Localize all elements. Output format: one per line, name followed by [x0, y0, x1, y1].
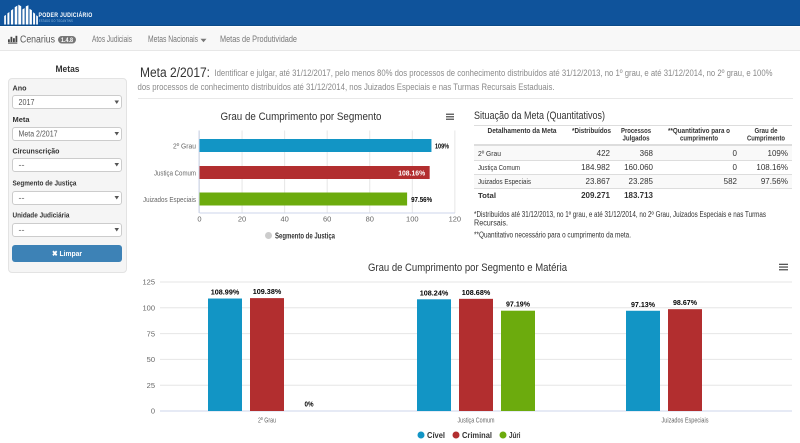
svg-text:109.38%: 109.38% — [253, 287, 282, 296]
svg-text:ESTADO DO TOCANTINS: ESTADO DO TOCANTINS — [39, 19, 73, 23]
svg-text:Juizados Especiais: Juizados Especiais — [662, 416, 709, 425]
svg-text:--: -- — [19, 193, 25, 202]
svg-text:100: 100 — [406, 215, 419, 224]
svg-text:100: 100 — [142, 304, 155, 313]
svg-text:Recursais.: Recursais. — [474, 219, 508, 228]
svg-text:Juizados Especiais: Juizados Especiais — [143, 195, 196, 204]
svg-text:60: 60 — [323, 215, 331, 224]
svg-text:Segmento de Justiça: Segmento de Justiça — [13, 179, 78, 188]
svg-text:Situação da Meta (Quantitativo: Situação da Meta (Quantitativos) — [474, 110, 605, 122]
svg-text:368: 368 — [640, 149, 654, 158]
svg-text:97.13%: 97.13% — [631, 300, 655, 309]
svg-text:2017: 2017 — [19, 98, 35, 107]
svg-text:**Quantitativo necessário para: **Quantitativo necessário para o cumprim… — [474, 231, 631, 240]
svg-text:0%: 0% — [305, 400, 314, 409]
svg-text:98.67%: 98.67% — [673, 298, 697, 307]
svg-text:Júri: Júri — [509, 431, 521, 440]
svg-text:--: -- — [19, 160, 25, 169]
svg-text:dos processos de conhecimento: dos processos de conhecimento distribuíd… — [138, 82, 555, 93]
svg-text:40: 40 — [280, 215, 288, 224]
svg-text:2º Grau: 2º Grau — [173, 142, 196, 151]
svg-text:Metas Nacionais: Metas Nacionais — [148, 34, 198, 44]
svg-text:109%: 109% — [768, 149, 788, 158]
svg-text:1.4.8: 1.4.8 — [61, 37, 73, 44]
svg-text:2º Grau: 2º Grau — [258, 416, 276, 425]
svg-text:422: 422 — [597, 149, 611, 158]
svg-text:0: 0 — [197, 215, 201, 224]
svg-text:20: 20 — [238, 215, 246, 224]
svg-text:97.19%: 97.19% — [506, 300, 530, 309]
svg-text:Grau de: Grau de — [755, 128, 778, 135]
svg-text:Atos Judiciais: Atos Judiciais — [92, 34, 132, 44]
svg-text:Segmento de Justiça: Segmento de Justiça — [275, 232, 335, 241]
svg-text:Julgados: Julgados — [623, 135, 650, 142]
svg-text:23.285: 23.285 — [629, 177, 654, 186]
svg-text:108.16%: 108.16% — [398, 169, 425, 178]
svg-text:Metas: Metas — [56, 64, 80, 75]
svg-text:Meta 2/2017:: Meta 2/2017: — [140, 65, 210, 80]
svg-text:Cumprimento: Cumprimento — [747, 135, 785, 142]
svg-text:Cenarius: Cenarius — [20, 35, 55, 46]
svg-text:109%: 109% — [435, 142, 449, 151]
svg-text:97.56%: 97.56% — [761, 177, 788, 186]
svg-text:120: 120 — [449, 215, 462, 224]
svg-text:*Distribuídos até 31/12/2013,: *Distribuídos até 31/12/2013, no 1º grau… — [474, 210, 766, 219]
svg-text:Justiça Comum: Justiça Comum — [478, 163, 520, 172]
svg-text:Cível: Cível — [427, 431, 445, 440]
svg-text:Meta 2/2017: Meta 2/2017 — [19, 129, 58, 138]
svg-text:Juizados Especiais: Juizados Especiais — [478, 177, 531, 186]
svg-text:23.867: 23.867 — [586, 177, 611, 186]
svg-text:0: 0 — [733, 163, 738, 172]
svg-text:Identificar e julgar, até 31/1: Identificar e julgar, até 31/12/2017, pe… — [215, 68, 773, 79]
svg-text:Circunscrição: Circunscrição — [13, 147, 60, 156]
svg-text:**Quantitativo para o: **Quantitativo para o — [668, 128, 730, 135]
svg-text:Justiça Comum: Justiça Comum — [154, 169, 196, 178]
svg-text:50: 50 — [147, 355, 155, 364]
svg-text:Criminal: Criminal — [462, 431, 492, 440]
svg-text:✖ Limpar: ✖ Limpar — [52, 249, 82, 258]
svg-text:Metas de Produtividade: Metas de Produtividade — [220, 34, 297, 44]
svg-text:2º Grau: 2º Grau — [478, 149, 501, 158]
svg-text:PODER JUDICIÁRIO: PODER JUDICIÁRIO — [39, 10, 93, 19]
svg-text:Processos: Processos — [621, 128, 651, 135]
svg-text:0: 0 — [151, 407, 155, 416]
svg-text:*Distribuídos: *Distribuídos — [572, 128, 611, 135]
svg-text:Meta: Meta — [13, 115, 31, 124]
svg-text:80: 80 — [366, 215, 374, 224]
svg-text:97.56%: 97.56% — [411, 195, 432, 204]
svg-text:108.99%: 108.99% — [211, 288, 240, 297]
svg-text:160.060: 160.060 — [624, 163, 653, 172]
svg-text:108.16%: 108.16% — [756, 163, 788, 172]
svg-text:184.982: 184.982 — [581, 163, 610, 172]
svg-text:cumprimento: cumprimento — [680, 135, 718, 142]
svg-text:209.271: 209.271 — [581, 191, 610, 200]
svg-text:Unidade Judiciária: Unidade Judiciária — [13, 211, 71, 220]
svg-text:108.68%: 108.68% — [462, 288, 491, 297]
svg-text:25: 25 — [147, 381, 155, 390]
svg-text:183.713: 183.713 — [624, 191, 653, 200]
svg-text:Grau de Cumprimento por Segmen: Grau de Cumprimento por Segmento e Matér… — [368, 262, 568, 274]
svg-text:--: -- — [19, 225, 25, 234]
svg-text:582: 582 — [724, 177, 738, 186]
svg-text:Total: Total — [478, 191, 496, 200]
svg-text:Ano: Ano — [13, 84, 27, 93]
svg-text:Detalhamento da Meta: Detalhamento da Meta — [488, 128, 557, 135]
svg-text:0: 0 — [733, 149, 738, 158]
svg-text:125: 125 — [142, 278, 155, 287]
svg-text:Grau de Cumprimento por Segmen: Grau de Cumprimento por Segmento — [221, 111, 382, 123]
svg-text:108.24%: 108.24% — [420, 288, 449, 297]
svg-text:Justiça Comum: Justiça Comum — [458, 416, 495, 425]
svg-text:75: 75 — [147, 329, 155, 338]
